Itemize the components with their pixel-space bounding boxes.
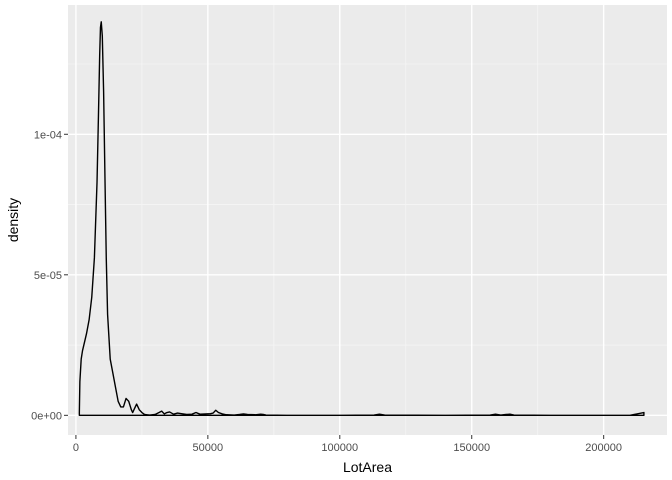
- plot-panel: [68, 5, 667, 435]
- x-axis: 0 50000 100000 150000 200000: [73, 435, 622, 454]
- minor-gridlines: [68, 5, 667, 435]
- x-tick-label: 100000: [321, 442, 358, 454]
- x-tick-label: 150000: [453, 442, 490, 454]
- y-tick-label: 1e-04: [34, 129, 62, 141]
- y-axis-title: density: [5, 198, 21, 242]
- x-tick-label: 200000: [585, 442, 622, 454]
- x-axis-title: LotArea: [343, 459, 392, 475]
- y-tick-label: 5e-05: [34, 270, 62, 282]
- x-tick-label: 0: [73, 442, 79, 454]
- x-tick-label: 50000: [193, 442, 224, 454]
- y-tick-label: 0e+00: [31, 410, 62, 422]
- y-axis: 0e+00 5e-05 1e-04: [31, 129, 68, 422]
- density-curve: [78, 21, 645, 417]
